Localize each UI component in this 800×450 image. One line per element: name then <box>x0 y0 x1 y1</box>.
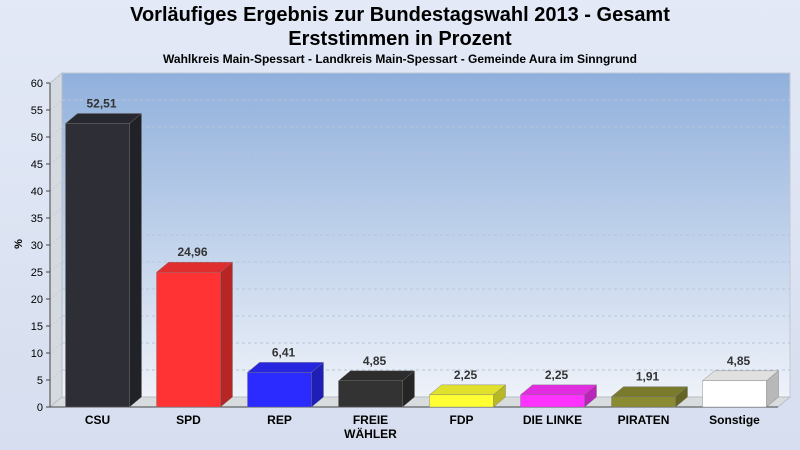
gridline-side <box>49 234 63 246</box>
category-label: CSU <box>85 413 110 427</box>
gridline-side <box>49 342 63 354</box>
gridline-side <box>49 207 63 219</box>
bar-side <box>129 113 142 408</box>
y-tick-label: 20 <box>31 294 43 306</box>
bar-piraten <box>610 386 689 408</box>
bar-sonstige <box>701 370 780 408</box>
bar-top <box>155 262 234 273</box>
value-label: 2,25 <box>545 368 569 382</box>
gridline-side <box>49 261 63 273</box>
bar-front <box>247 372 312 408</box>
gridline-side <box>49 315 63 327</box>
bar-spd <box>155 261 234 408</box>
bar-front <box>429 394 494 408</box>
bar-rep <box>246 361 325 408</box>
gridline-side <box>49 288 63 300</box>
plot-side-wall <box>49 71 63 409</box>
bar-top <box>337 370 416 382</box>
value-label: 1,91 <box>636 370 660 384</box>
y-tick-label: 60 <box>31 78 43 90</box>
bars <box>64 113 780 408</box>
y-tick-label: 25 <box>31 267 43 279</box>
bar-front <box>338 380 403 408</box>
bar-freie-wähler <box>337 370 416 408</box>
y-tick-label: 50 <box>31 132 43 144</box>
gridline-side <box>49 72 63 84</box>
value-label: 52,51 <box>86 96 116 110</box>
y-axis-label: % <box>13 239 25 249</box>
bar-front <box>156 272 221 408</box>
chart-title: Vorläufiges Ergebnis zur Bundestagswahl … <box>0 3 800 51</box>
category-label: SPD <box>176 413 201 427</box>
category-label: WÄHLER <box>344 426 397 441</box>
category-label: FDP <box>450 413 474 427</box>
chart-subtitle: Wahlkreis Main-Spessart - Landkreis Main… <box>163 52 637 66</box>
y-tick-label: 40 <box>31 186 43 198</box>
bar-top <box>428 384 507 396</box>
bar-top <box>246 362 325 373</box>
y-tick-label: 15 <box>31 321 43 333</box>
gridline-side <box>49 180 63 192</box>
value-label: 2,25 <box>454 368 478 382</box>
y-tick-label: 0 <box>37 402 43 414</box>
category-label: FREIE <box>353 413 388 427</box>
category-label: REP <box>267 413 292 427</box>
bar-front <box>611 396 676 408</box>
title-line-1: Vorläufiges Ergebnis zur Bundestagswahl … <box>130 4 670 26</box>
y-tick-label: 30 <box>31 240 43 252</box>
category-label: Sonstige <box>709 413 760 427</box>
value-label: 24,96 <box>177 245 207 259</box>
bar-front <box>520 394 585 408</box>
y-tick-label: 55 <box>31 105 43 117</box>
gridline-side <box>49 153 63 165</box>
bar-front <box>65 123 130 408</box>
bar-top <box>64 113 143 124</box>
category-label: DIE LINKE <box>523 413 582 427</box>
bar-fdp <box>428 384 507 408</box>
bar-top <box>519 384 598 396</box>
bar-die-linke <box>519 384 598 408</box>
bar-side <box>220 261 233 408</box>
y-tick-label: 10 <box>31 348 43 360</box>
bar-top <box>701 370 780 382</box>
y-tick-label: 35 <box>31 213 43 225</box>
gridline-side <box>49 126 63 138</box>
bar-front <box>702 380 767 408</box>
value-label: 6,41 <box>272 345 296 359</box>
title-line-2: Erststimmen in Prozent <box>288 28 512 50</box>
gridline-side <box>49 99 63 111</box>
category-label: PIRATEN <box>618 413 670 427</box>
y-tick-label: 45 <box>31 159 43 171</box>
y-tick-label: 5 <box>37 375 43 387</box>
bar-csu <box>64 113 143 408</box>
value-label: 4,85 <box>727 354 751 368</box>
value-label: 4,85 <box>363 354 387 368</box>
bar-top <box>610 386 689 397</box>
gridline-side <box>49 369 63 381</box>
